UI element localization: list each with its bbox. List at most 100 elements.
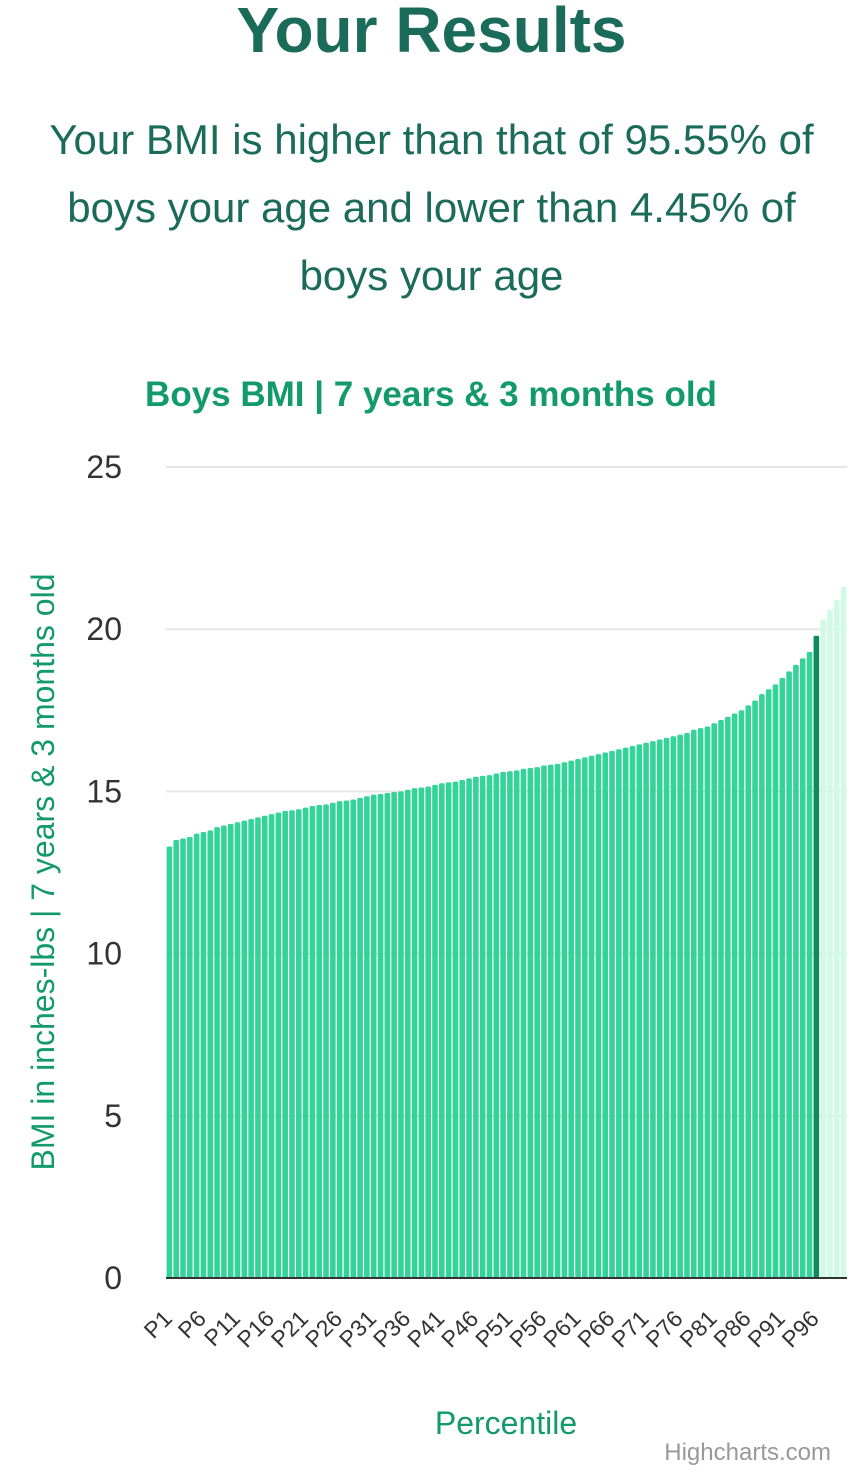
bar[interactable] — [418, 787, 425, 1278]
bar[interactable] — [309, 805, 316, 1278]
bar[interactable] — [214, 827, 220, 1278]
bar[interactable] — [650, 741, 656, 1278]
bar[interactable] — [261, 815, 268, 1278]
bar[interactable] — [459, 780, 466, 1278]
bar[interactable] — [343, 800, 350, 1278]
bar[interactable] — [595, 754, 602, 1278]
bar[interactable] — [582, 757, 588, 1278]
bar[interactable] — [473, 776, 479, 1278]
bar[interactable] — [690, 729, 697, 1278]
bar[interactable] — [391, 792, 397, 1278]
bar[interactable] — [731, 713, 738, 1278]
bar[interactable] — [336, 801, 343, 1278]
bar[interactable] — [466, 778, 472, 1278]
bar[interactable] — [609, 750, 615, 1278]
bar[interactable] — [827, 609, 833, 1278]
bar[interactable] — [527, 768, 534, 1278]
bar[interactable] — [711, 723, 717, 1278]
bar[interactable] — [296, 809, 302, 1278]
bar[interactable] — [180, 838, 186, 1278]
bar[interactable] — [718, 720, 724, 1278]
bar[interactable] — [677, 734, 683, 1278]
bar[interactable] — [207, 830, 214, 1278]
bar[interactable] — [275, 812, 282, 1278]
bar[interactable] — [445, 782, 452, 1278]
bar[interactable] — [302, 807, 309, 1278]
bar[interactable] — [500, 771, 506, 1278]
bar[interactable] — [622, 747, 629, 1278]
bar[interactable] — [704, 726, 711, 1278]
bar[interactable] — [820, 619, 826, 1278]
bar[interactable] — [554, 763, 561, 1278]
bar[interactable] — [370, 794, 377, 1278]
bar[interactable] — [248, 818, 254, 1278]
bar[interactable] — [547, 764, 554, 1278]
bar[interactable] — [745, 705, 752, 1278]
bar[interactable] — [384, 793, 391, 1278]
bar[interactable] — [663, 737, 670, 1278]
bar[interactable] — [282, 810, 288, 1278]
bar[interactable] — [227, 823, 234, 1278]
bar[interactable] — [350, 799, 357, 1278]
bar[interactable] — [398, 791, 404, 1278]
bar[interactable] — [602, 752, 609, 1278]
bar[interactable] — [357, 797, 363, 1278]
bar[interactable] — [330, 802, 336, 1278]
bar[interactable] — [507, 771, 513, 1278]
bar[interactable] — [493, 773, 500, 1278]
bar[interactable] — [643, 742, 649, 1278]
bar[interactable] — [364, 796, 370, 1278]
bar[interactable] — [629, 745, 636, 1278]
bar[interactable] — [289, 810, 295, 1278]
bar[interactable] — [759, 694, 765, 1278]
bar[interactable] — [187, 836, 193, 1278]
bar[interactable] — [432, 784, 438, 1278]
bar[interactable] — [200, 831, 207, 1278]
bar[interactable] — [684, 733, 690, 1278]
bar[interactable] — [241, 820, 248, 1278]
bar[interactable] — [234, 822, 241, 1278]
bar[interactable] — [738, 710, 745, 1278]
bar[interactable] — [193, 833, 200, 1278]
bar[interactable] — [568, 760, 574, 1278]
bar[interactable] — [534, 767, 540, 1278]
bar[interactable] — [793, 664, 799, 1278]
bar[interactable] — [670, 736, 677, 1278]
bar[interactable] — [520, 768, 527, 1278]
bar[interactable] — [541, 765, 547, 1278]
highcharts-credits-link[interactable]: Highcharts.com — [664, 1439, 831, 1466]
bar-highlight[interactable] — [813, 635, 820, 1278]
bar[interactable] — [486, 775, 493, 1278]
bar[interactable] — [779, 677, 786, 1278]
bar[interactable] — [425, 786, 431, 1278]
bar[interactable] — [772, 684, 779, 1278]
bar[interactable] — [765, 689, 772, 1278]
bar[interactable] — [588, 755, 595, 1278]
bar[interactable] — [479, 775, 486, 1278]
bar[interactable] — [255, 817, 261, 1278]
bar[interactable] — [404, 789, 411, 1278]
bar[interactable] — [656, 739, 663, 1278]
bar[interactable] — [439, 783, 445, 1278]
bar[interactable] — [323, 804, 329, 1278]
bar[interactable] — [166, 846, 173, 1278]
bar[interactable] — [616, 749, 622, 1278]
bar[interactable] — [575, 758, 581, 1278]
bar[interactable] — [725, 716, 731, 1278]
bar[interactable] — [752, 700, 758, 1278]
bar[interactable] — [561, 762, 568, 1278]
bar[interactable] — [513, 770, 520, 1278]
bar[interactable] — [221, 825, 227, 1278]
bar[interactable] — [786, 671, 792, 1278]
bar[interactable] — [411, 788, 418, 1278]
bar[interactable] — [799, 658, 806, 1278]
bar[interactable] — [452, 781, 459, 1278]
bar[interactable] — [636, 744, 643, 1278]
bar[interactable] — [316, 805, 323, 1278]
bar[interactable] — [268, 814, 275, 1278]
bar[interactable] — [377, 793, 384, 1278]
bar[interactable] — [697, 728, 704, 1278]
bar[interactable] — [173, 840, 180, 1278]
bar[interactable] — [806, 651, 813, 1278]
bar[interactable] — [840, 587, 847, 1278]
